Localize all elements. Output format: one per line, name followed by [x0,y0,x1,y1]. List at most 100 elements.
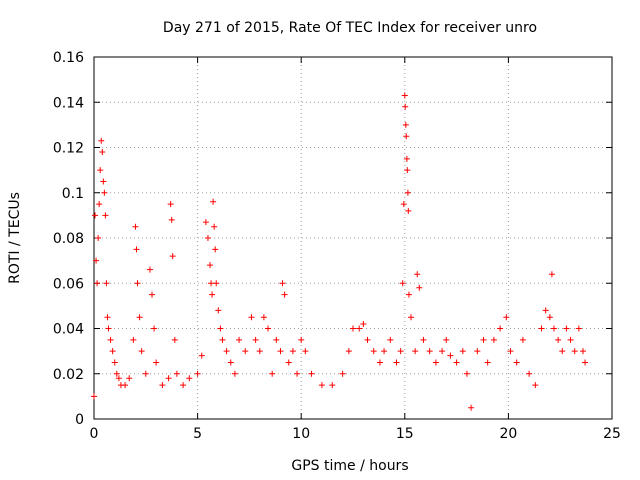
data-point [105,325,112,332]
data-point [194,370,201,377]
data-point [248,314,255,321]
y-tick-label: 0.04 [53,322,84,338]
data-point [99,149,106,156]
data-point [364,336,371,343]
data-point [575,325,582,332]
data-point [370,348,377,355]
x-tick-label: 0 [90,426,99,442]
y-tick-label: 0.1 [62,186,84,202]
data-point [130,336,137,343]
y-tick-label: 0.12 [53,141,84,157]
data-point [153,359,160,366]
data-point [432,359,439,366]
x-tick-label: 25 [603,426,621,442]
data-point [387,336,394,343]
data-point [91,393,97,400]
data-point [403,155,410,162]
data-point [555,336,562,343]
data-point [302,348,309,355]
data-point [94,280,101,287]
data-point [403,133,410,140]
data-point [265,325,272,332]
data-point [538,325,545,332]
y-tick-label: 0.08 [53,231,84,247]
data-point [217,325,224,332]
data-point [111,359,118,366]
data-point [503,314,510,321]
data-point [138,348,145,355]
data-point [93,257,100,264]
data-point [256,348,263,355]
data-point [133,246,140,253]
data-point [397,348,404,355]
data-point [526,370,533,377]
data-point [126,375,133,382]
data-point [113,370,120,377]
data-point [414,271,421,278]
data-point [350,325,356,332]
data-point [420,336,427,343]
data-point [168,216,175,223]
data-point [252,336,259,343]
data-point [563,325,570,332]
data-point [208,280,215,287]
data-point [497,325,504,332]
data-point [404,189,411,196]
data-point [136,314,143,321]
data-point [567,336,574,343]
x-tick-label: 20 [499,426,517,442]
y-axis-label: ROTI / TECUs [7,192,23,284]
data-point [345,348,352,355]
data-point [101,189,108,196]
data-point [100,178,107,185]
y-tick-label: 0.06 [53,276,84,292]
data-point [376,359,383,366]
data-point [165,375,172,382]
data-point [171,336,178,343]
data-point [269,370,276,377]
chart-title: Day 271 of 2015, Rate Of TEC Index for r… [163,20,537,36]
data-point [453,359,460,366]
data-point [146,266,153,273]
data-point [426,348,433,355]
x-tick-label: 5 [193,426,202,442]
data-point [173,370,180,377]
data-point [219,336,226,343]
data-point [405,207,412,214]
x-tick-label: 10 [292,426,310,442]
data-point [279,280,286,287]
data-point [402,103,409,110]
data-point [104,314,111,321]
data-point [204,235,211,241]
data-point [484,359,491,366]
data-point [277,348,284,355]
data-point [202,219,209,226]
data-point [412,348,419,355]
data-point [107,336,114,343]
data-point [122,382,129,389]
data-point [546,314,553,321]
y-tick-label: 0.16 [53,50,84,66]
x-tick-label: 15 [396,426,414,442]
data-point [209,291,216,298]
data-point [294,370,301,377]
data-point [480,336,487,343]
data-point [401,92,408,99]
data-point [223,348,230,355]
data-point [289,348,296,355]
data-point [212,246,219,253]
data-point [169,253,176,260]
data-points [91,92,589,411]
data-point [408,314,415,321]
data-point [231,370,238,377]
data-point [402,121,409,128]
data-point [273,336,280,343]
data-point [151,325,158,332]
data-point [559,348,566,355]
data-point [98,137,105,144]
data-point [213,280,220,287]
data-point [109,348,116,355]
data-point [215,307,222,314]
data-point [186,375,193,382]
